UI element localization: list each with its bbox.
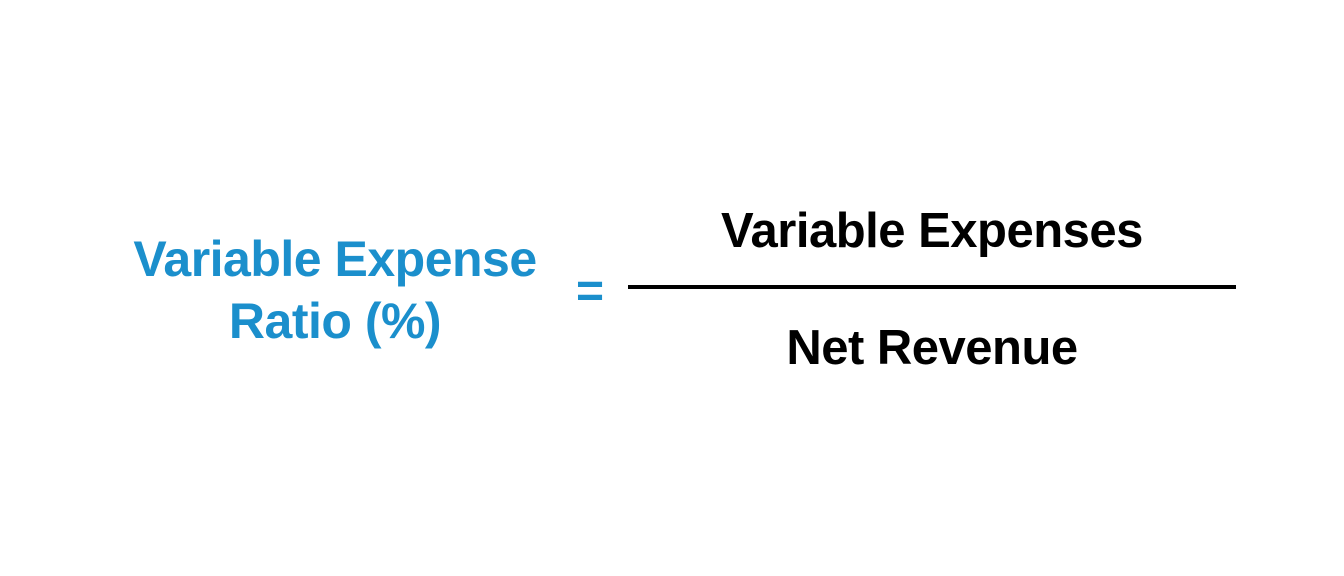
fraction-bar: [628, 285, 1236, 289]
lhs-line-2: Ratio (%): [228, 293, 442, 349]
lhs-line-1: Variable Expense: [133, 231, 537, 287]
equals-sign: =: [575, 265, 605, 318]
numerator: Variable Expenses: [721, 204, 1143, 258]
formula-lhs: Variable Expense Ratio (%): [100, 228, 570, 352]
denominator: Net Revenue: [786, 321, 1078, 375]
